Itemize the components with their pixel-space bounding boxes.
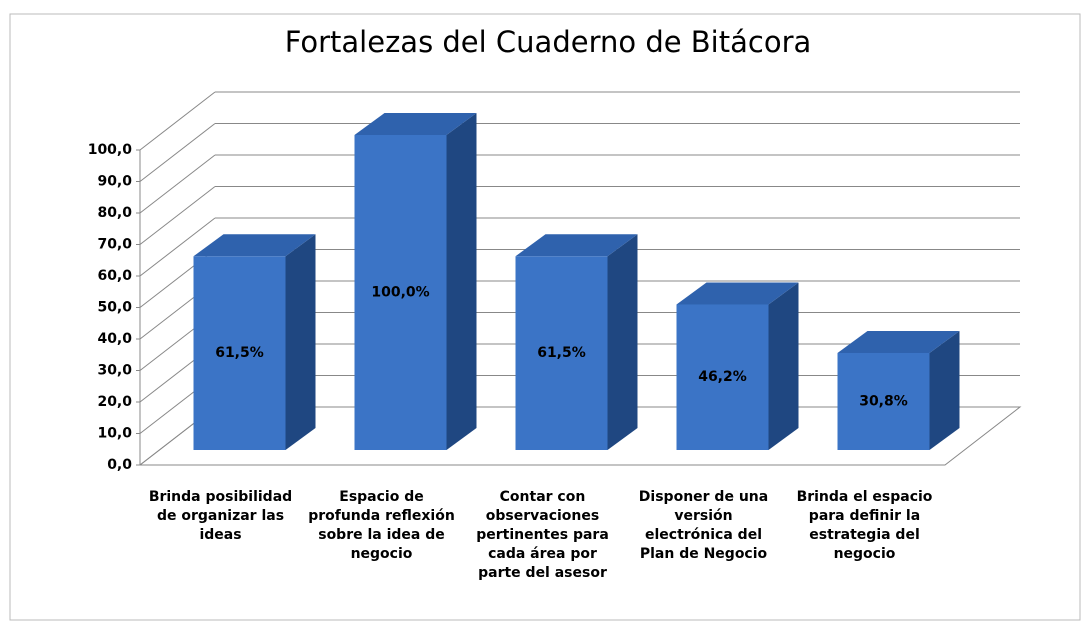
data-label: 30,8% [859, 393, 908, 409]
x-tick-label: Contar con observaciones pertinentes par… [476, 489, 609, 581]
bar-top [676, 282, 799, 305]
y-tick-label: 80,0 [97, 205, 132, 221]
bar-side [929, 330, 960, 450]
grid-line [139, 91, 216, 151]
bar [193, 256, 286, 450]
grid-line [139, 217, 216, 277]
bar-top [193, 234, 316, 257]
y-tick-label: 70,0 [97, 237, 132, 253]
bar-side [768, 282, 799, 450]
bar-top [515, 234, 638, 257]
x-tick-label: Brinda posibilidad de organizar las idea… [148, 489, 293, 543]
bar [676, 304, 769, 450]
bar-top [354, 113, 477, 135]
y-tick-label: 100,0 [88, 142, 133, 158]
y-tick-label: 30,0 [97, 363, 132, 379]
data-label: 61,5% [537, 345, 586, 361]
chart-frame [9, 13, 1081, 621]
data-label: 61,5% [215, 345, 264, 361]
grid-line [139, 154, 216, 214]
y-tick-label: 20,0 [97, 394, 132, 410]
grid-line [139, 123, 216, 182]
data-label: 100,0% [371, 285, 429, 301]
y-tick-label: 40,0 [97, 331, 132, 347]
bar-top [837, 330, 960, 353]
grid-line [139, 186, 216, 245]
data-label: 46,2% [698, 369, 747, 385]
bar [354, 135, 447, 450]
x-tick-label: Espacio de profunda reflexión sobre la i… [308, 489, 455, 562]
bar-side [285, 234, 316, 450]
y-tick-label: 50,0 [97, 300, 132, 316]
bar [515, 256, 608, 450]
y-tick-label: 90,0 [97, 174, 132, 190]
x-tick-label: Disponer de una versión electrónica del … [638, 489, 769, 562]
y-tick-label: 10,0 [97, 426, 132, 442]
x-tick-label: Brinda el espacio para definir la estrat… [796, 489, 933, 562]
y-tick-label: 60,0 [97, 268, 132, 284]
bar [837, 352, 930, 450]
bar-side [446, 113, 477, 450]
bar-side [607, 234, 638, 450]
y-tick-label: 0,0 [107, 457, 132, 473]
chart-title: Fortalezas del Cuaderno de Bitácora [285, 25, 812, 59]
